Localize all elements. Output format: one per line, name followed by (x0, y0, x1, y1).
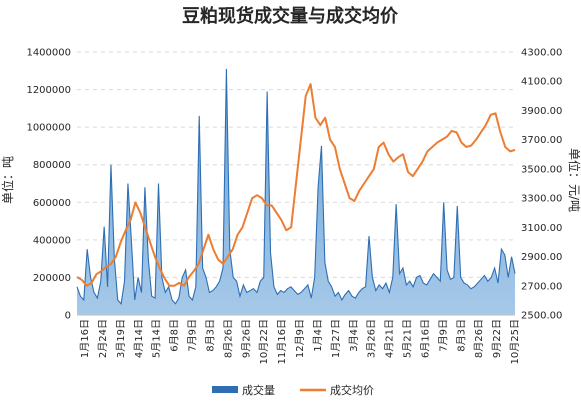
y-right-tick-label: 2700.00 (521, 281, 562, 292)
y-left-tick-label: 600000 (33, 198, 71, 209)
y-left-tick-label: 0 (65, 311, 71, 322)
y-left-axis-label: 单位：吨 (0, 156, 15, 204)
x-tick-label: 4月14日 (133, 319, 145, 358)
x-tick-label: 1月16日 (79, 319, 91, 358)
y-left-tick-labels: 0 200000 400000 600000 800000 1000000 1200000 1… (26, 48, 71, 322)
x-tick-label: 5月14日 (151, 319, 163, 358)
volume-area-series (76, 68, 516, 315)
x-tick-label: 3月4日 (348, 319, 360, 352)
price-series-line (76, 83, 516, 287)
y-left-tick-label: 400000 (33, 235, 71, 246)
x-tick-label: 10月25日 (509, 319, 521, 364)
x-tick-label: 3月26日 (366, 319, 378, 358)
x-tick-label: 3月19日 (115, 319, 127, 358)
x-tick-label: 1月4日 (312, 319, 324, 352)
legend-volume-swatch (212, 386, 238, 393)
x-tick-label: 8月26日 (222, 319, 234, 358)
x-tick-label: 10月22日 (258, 319, 270, 364)
y-right-tick-label: 4300.00 (521, 48, 562, 59)
legend: 成交量 成交均价 (212, 383, 374, 397)
y-right-tick-label: 2900.00 (521, 252, 562, 263)
y-left-tick-label: 800000 (33, 160, 71, 171)
x-tick-label: 1月27日 (330, 319, 342, 358)
price-line-series (76, 83, 516, 287)
volume-series-line (76, 68, 516, 305)
y-right-tick-label: 3100.00 (521, 223, 562, 234)
x-tick-label: 6月16日 (419, 319, 431, 358)
legend-price-label: 成交均价 (330, 383, 374, 397)
y-right-tick-labels: 2500.00 2700.00 2900.00 3100.00 3300.00 3500.… (521, 48, 562, 322)
x-tick-labels: 1月16日 2月24日 3月19日 4月14日 5月14日 6月8日 7月9日 8月3日 8月2… (79, 319, 521, 364)
x-tick-label: 7月9日 (437, 319, 449, 352)
volume-area-fill (77, 68, 515, 315)
x-tick-label: 4月21日 (384, 319, 396, 358)
x-tick-label: 5月21日 (402, 319, 414, 358)
x-tick-label: 12月9日 (294, 319, 306, 358)
x-tick-label: 11月16日 (276, 319, 288, 364)
x-tick-label: 2月24日 (97, 319, 109, 358)
x-tick-label: 8月26日 (473, 319, 485, 358)
y-right-axis-label: 单位：元/吨 (567, 148, 581, 212)
chart-title: 豆粕现货成交量与成交均价 (182, 5, 399, 27)
x-tick-label: 8月3日 (455, 319, 467, 352)
x-tick-label: 8月3日 (204, 319, 216, 352)
x-tick-label: 9月22日 (491, 319, 503, 358)
x-tick-label: 7月9日 (187, 319, 199, 352)
y-left-tick-label: 200000 (33, 273, 71, 284)
y-right-tick-label: 3500.00 (521, 164, 562, 175)
y-left-tick-label: 1400000 (26, 48, 71, 59)
x-tick-label: 6月8日 (169, 319, 181, 352)
y-right-tick-label: 4100.00 (521, 77, 562, 88)
x-tick-label: 9月26日 (240, 319, 252, 358)
y-right-tick-label: 3900.00 (521, 106, 562, 117)
y-left-tick-label: 1200000 (26, 85, 71, 96)
y-left-tick-label: 1000000 (26, 123, 71, 134)
legend-volume-label: 成交量 (242, 383, 275, 397)
y-right-tick-label: 3700.00 (521, 135, 562, 146)
y-right-tick-label: 2500.00 (521, 311, 562, 322)
y-right-tick-label: 3300.00 (521, 194, 562, 205)
